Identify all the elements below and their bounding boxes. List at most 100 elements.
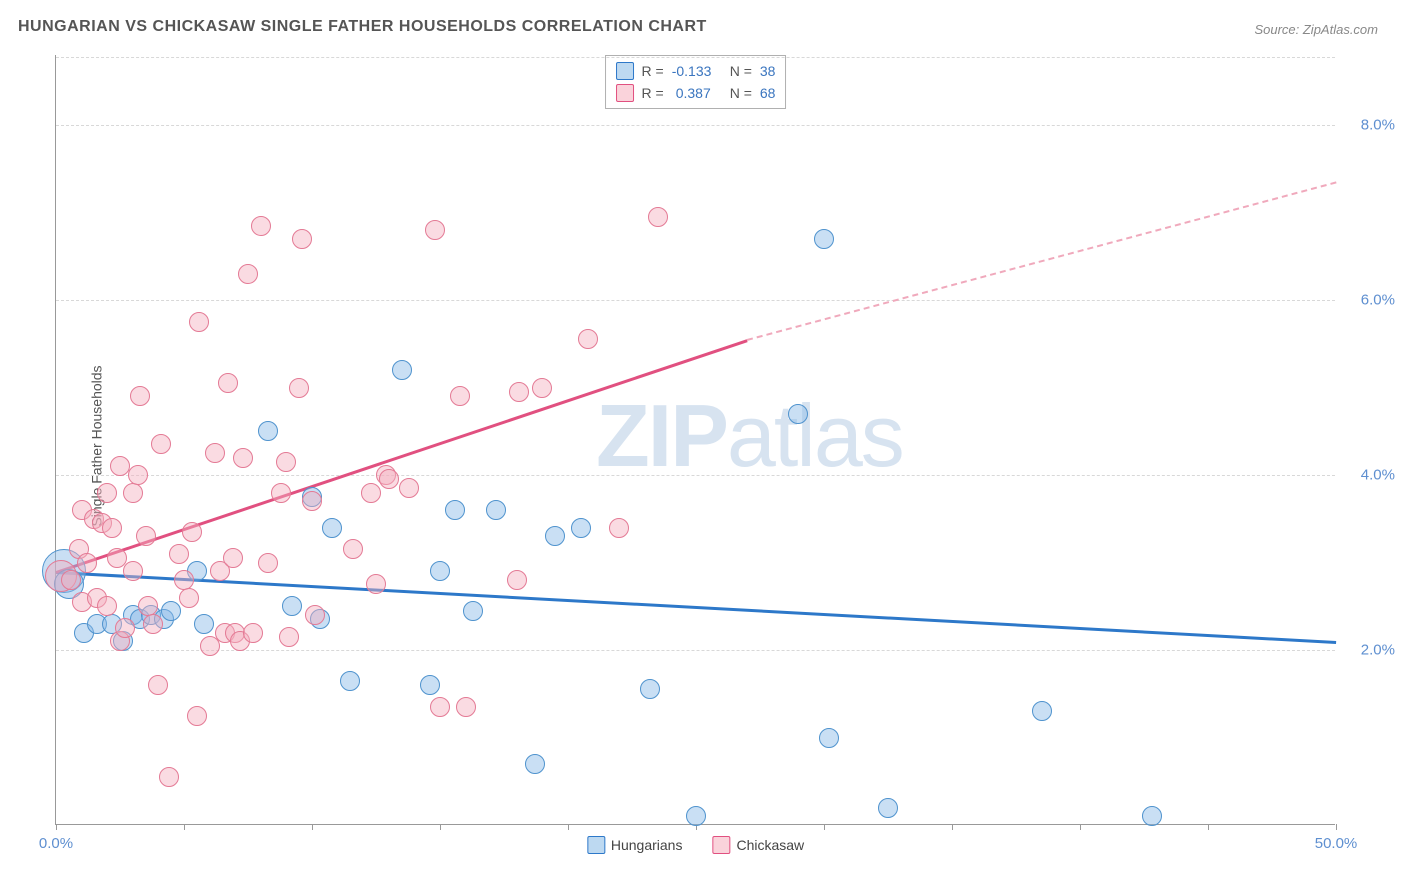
- scatter-point: [97, 596, 117, 616]
- swatch-pink-icon: [712, 836, 730, 854]
- gridline: [56, 125, 1335, 126]
- scatter-point: [238, 264, 258, 284]
- scatter-point: [445, 500, 465, 520]
- scatter-point: [123, 561, 143, 581]
- source-prefix: Source:: [1254, 22, 1302, 37]
- x-tick: [56, 824, 57, 830]
- scatter-point: [77, 553, 97, 573]
- scatter-point: [814, 229, 834, 249]
- scatter-point: [97, 483, 117, 503]
- x-tick: [184, 824, 185, 830]
- x-tick: [952, 824, 953, 830]
- x-tick-label: 50.0%: [1315, 835, 1358, 852]
- scatter-point: [123, 483, 143, 503]
- scatter-point: [258, 421, 278, 441]
- scatter-point: [243, 623, 263, 643]
- scatter-point: [361, 483, 381, 503]
- source-attribution: Source: ZipAtlas.com: [1254, 22, 1378, 37]
- scatter-point: [189, 312, 209, 332]
- scatter-point: [463, 601, 483, 621]
- legend-label: Chickasaw: [736, 837, 804, 853]
- watermark-atlas: atlas: [727, 386, 903, 485]
- scatter-point: [161, 601, 181, 621]
- y-tick-label: 8.0%: [1345, 117, 1395, 134]
- gridline: [56, 650, 1335, 651]
- scatter-point: [788, 404, 808, 424]
- scatter-point: [61, 570, 81, 590]
- scatter-point: [486, 500, 506, 520]
- scatter-point: [187, 706, 207, 726]
- scatter-point: [289, 378, 309, 398]
- x-tick: [824, 824, 825, 830]
- stats-box: R = -0.133 N = 38 R = 0.387 N = 68: [605, 55, 787, 109]
- scatter-point: [205, 443, 225, 463]
- scatter-point: [1142, 806, 1162, 826]
- scatter-point: [525, 754, 545, 774]
- swatch-blue-icon: [587, 836, 605, 854]
- scatter-point: [182, 522, 202, 542]
- scatter-point: [292, 229, 312, 249]
- plot-area: ZIPatlas R = -0.133 N = 38 R = 0.387 N =…: [55, 55, 1335, 825]
- gridline: [56, 300, 1335, 301]
- scatter-point: [686, 806, 706, 826]
- y-tick-label: 6.0%: [1345, 292, 1395, 309]
- scatter-point: [425, 220, 445, 240]
- source-name: ZipAtlas.com: [1303, 22, 1378, 37]
- n-label: N =: [730, 85, 752, 101]
- scatter-point: [102, 518, 122, 538]
- legend-label: Hungarians: [611, 837, 683, 853]
- scatter-point: [450, 386, 470, 406]
- legend-item-hungarians: Hungarians: [587, 836, 683, 854]
- watermark-zip: ZIP: [596, 386, 727, 485]
- swatch-pink-icon: [616, 84, 634, 102]
- scatter-point: [343, 539, 363, 559]
- scatter-point: [532, 378, 552, 398]
- scatter-point: [128, 465, 148, 485]
- scatter-point: [148, 675, 168, 695]
- scatter-point: [251, 216, 271, 236]
- scatter-point: [143, 614, 163, 634]
- scatter-point: [509, 382, 529, 402]
- n-value-hungarians: 38: [760, 63, 776, 79]
- legend-item-chickasaw: Chickasaw: [712, 836, 804, 854]
- scatter-point: [340, 671, 360, 691]
- scatter-point: [878, 798, 898, 818]
- scatter-point: [399, 478, 419, 498]
- scatter-point: [392, 360, 412, 380]
- gridline: [56, 475, 1335, 476]
- scatter-point: [136, 526, 156, 546]
- scatter-point: [194, 614, 214, 634]
- scatter-point: [571, 518, 591, 538]
- chart-title: HUNGARIAN VS CHICKASAW SINGLE FATHER HOU…: [18, 18, 707, 36]
- scatter-point: [430, 561, 450, 581]
- stats-row-hungarians: R = -0.133 N = 38: [616, 60, 776, 82]
- scatter-point: [302, 491, 322, 511]
- scatter-point: [276, 452, 296, 472]
- x-tick: [1336, 824, 1337, 830]
- scatter-point: [279, 627, 299, 647]
- scatter-point: [305, 605, 325, 625]
- scatter-point: [545, 526, 565, 546]
- watermark: ZIPatlas: [596, 385, 903, 487]
- n-value-chickasaw: 68: [760, 85, 776, 101]
- scatter-point: [115, 618, 135, 638]
- swatch-blue-icon: [616, 62, 634, 80]
- scatter-point: [609, 518, 629, 538]
- scatter-point: [233, 448, 253, 468]
- scatter-point: [578, 329, 598, 349]
- scatter-point: [159, 767, 179, 787]
- scatter-point: [322, 518, 342, 538]
- scatter-point: [258, 553, 278, 573]
- y-tick-label: 2.0%: [1345, 642, 1395, 659]
- scatter-point: [223, 548, 243, 568]
- legend: Hungarians Chickasaw: [587, 836, 804, 854]
- x-tick: [1080, 824, 1081, 830]
- r-value-hungarians: -0.133: [672, 63, 722, 79]
- r-value-chickasaw: 0.387: [672, 85, 722, 101]
- x-tick: [1208, 824, 1209, 830]
- scatter-point: [366, 574, 386, 594]
- scatter-point: [640, 679, 660, 699]
- x-tick-label: 0.0%: [39, 835, 73, 852]
- scatter-point: [1032, 701, 1052, 721]
- scatter-point: [218, 373, 238, 393]
